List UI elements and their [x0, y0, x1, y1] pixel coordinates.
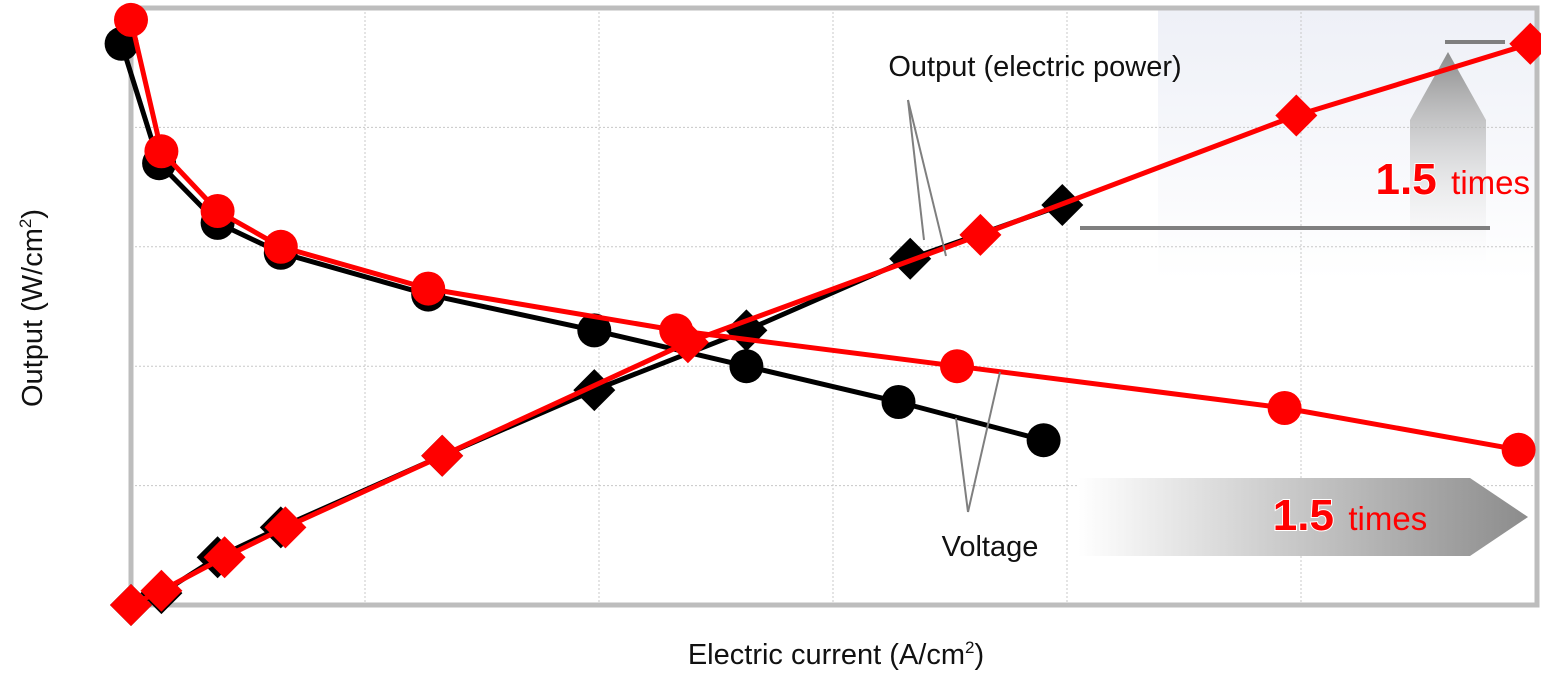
vertical-increase-arrow — [1410, 52, 1486, 275]
voltage-annotation: Voltage — [942, 531, 1039, 563]
new-output-point — [110, 584, 152, 626]
conventional-voltage-line — [119, 43, 1045, 443]
new-voltage-point — [411, 271, 446, 306]
output-pointer-line — [907, 99, 925, 241]
horizontal-ratio-number: 1.5 — [1273, 491, 1334, 540]
x-axis-label-sup: 2 — [965, 638, 974, 657]
new-output-point — [203, 536, 246, 579]
conventional-voltage-point — [1026, 423, 1061, 458]
voltage-pointer-line — [967, 371, 1001, 513]
new-output-point — [959, 213, 1002, 256]
conventional-voltage-point — [577, 313, 612, 348]
new-output-point — [140, 569, 183, 612]
new-voltage-point — [940, 349, 974, 384]
vertical-ratio-word: times — [1451, 164, 1530, 201]
new-output-series — [110, 22, 1541, 626]
new-output-point — [421, 434, 464, 477]
output-pointer-line — [907, 99, 947, 257]
new-voltage-point — [263, 229, 298, 264]
y-axis-label-sup: 2 — [16, 219, 35, 228]
new-voltage-point — [200, 194, 235, 228]
horizontal-ratio-label: 1.5 times — [1273, 491, 1427, 540]
x-axis-label-tail: ) — [974, 639, 984, 671]
y-axis-label-main: Output (W/cm — [17, 228, 49, 407]
new-voltage-point — [1267, 391, 1302, 425]
new-output-point — [1509, 22, 1541, 65]
new-voltage-point — [144, 134, 179, 169]
y-axis-label: Output (W/cm2) — [16, 209, 49, 407]
new-output-point — [264, 506, 307, 549]
horizontal-ratio-word: times — [1348, 500, 1427, 537]
plot-frame — [128, 5, 1540, 608]
new-voltage-point — [659, 313, 694, 348]
y-axis-label-tail: ) — [17, 209, 49, 219]
new-voltage-series — [114, 2, 1536, 467]
conventional-voltage-point — [729, 349, 764, 384]
x-axis-label: Electric current (A/cm2) — [688, 638, 984, 671]
conventional-voltage-point — [881, 385, 916, 419]
voltage-pointer-line — [955, 417, 969, 513]
vertical-ratio-label: 1.5 times — [1376, 155, 1530, 204]
new-output-point — [1275, 94, 1318, 137]
new-voltage-point — [114, 2, 148, 37]
series-layer — [104, 2, 1541, 626]
output-annotation: Output (electric power) — [888, 51, 1181, 83]
horizontal-increase-arrow — [1078, 478, 1528, 556]
x-axis-label-main: Electric current (A/cm — [688, 639, 965, 671]
vertical-ratio-number: 1.5 — [1376, 155, 1437, 204]
new-voltage-point — [1501, 432, 1536, 467]
